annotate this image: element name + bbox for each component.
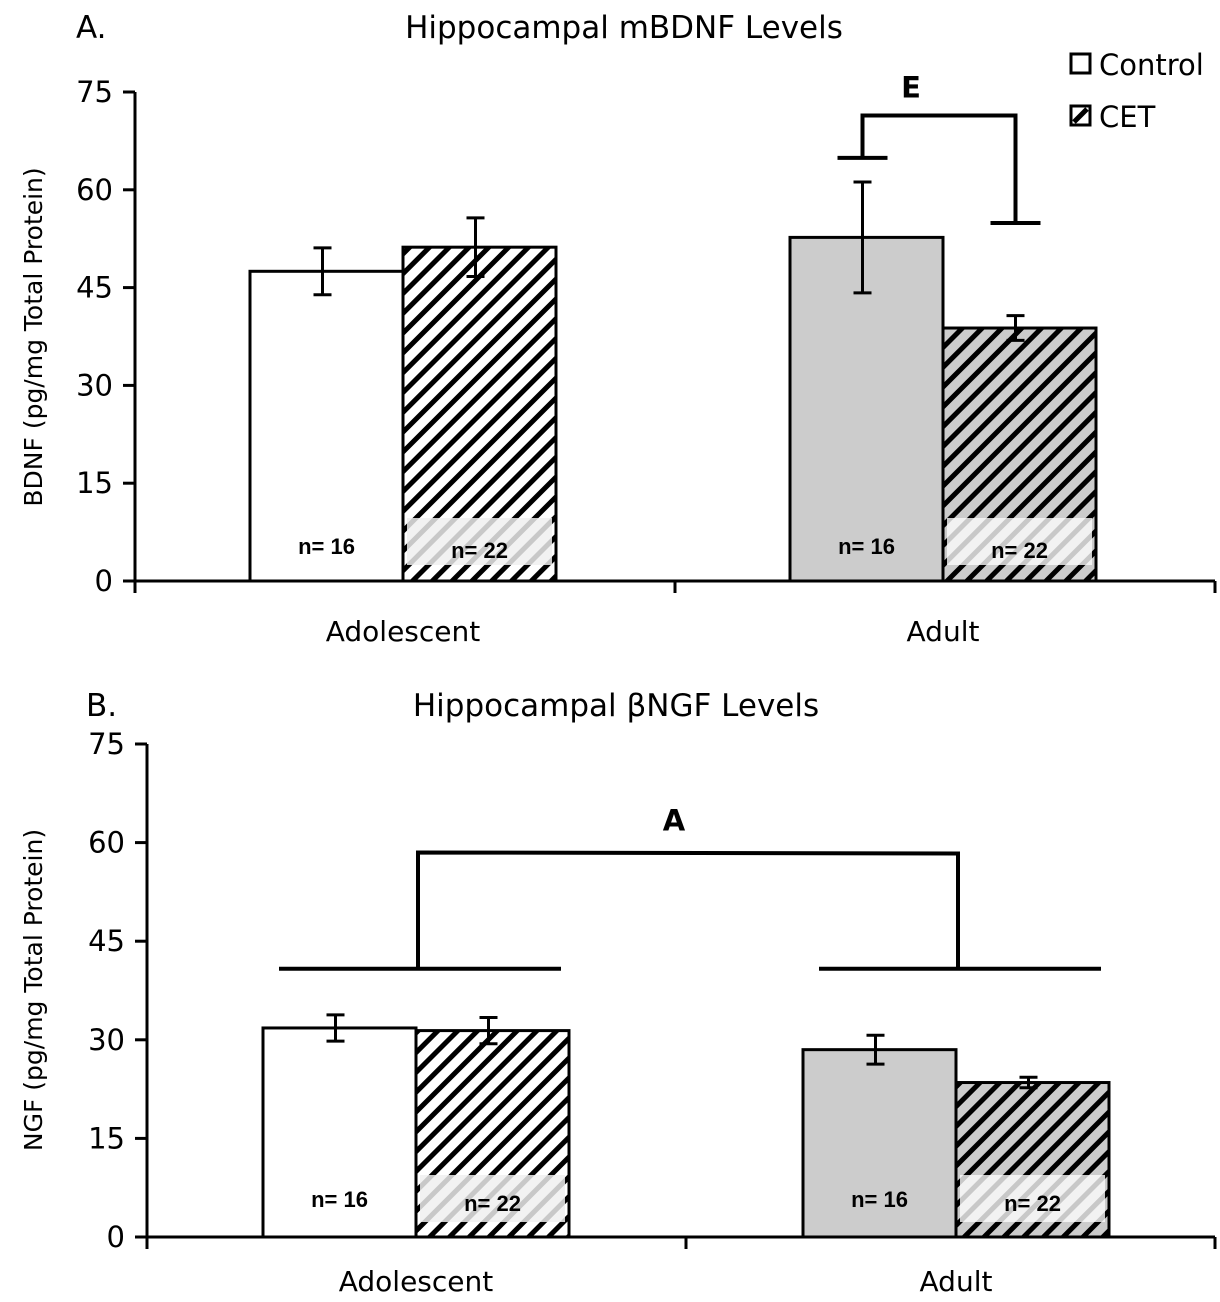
panel-a-significance: E bbox=[837, 70, 1041, 226]
n-label: n= 16 bbox=[311, 1187, 368, 1212]
y-tick-label: 75 bbox=[76, 75, 113, 109]
panel-a-y-ticks: 0 15 30 45 60 75 bbox=[76, 75, 135, 598]
n-label-band bbox=[947, 518, 1092, 565]
panel-a-chart: A. Hippocampal mBDNF Levels BDNF (pg/mg … bbox=[19, 10, 1217, 648]
panel-b-chart: B. Hippocampal βNGF Levels NGF (pg/mg To… bbox=[19, 688, 1217, 1298]
legend-cet-hatch-mark bbox=[1072, 107, 1089, 124]
panel-a-bars: n= 16 n= 22 n= 16 n= 22 bbox=[248, 180, 1098, 583]
legend-control-label: Control bbox=[1099, 48, 1204, 82]
significance-label: A bbox=[663, 803, 686, 837]
panel-b-bars: n= 16 n= 22 n= 16 n= 22 bbox=[261, 1013, 1111, 1239]
y-tick-label: 60 bbox=[88, 826, 125, 860]
panel-a-axes: Adolescent Adult bbox=[133, 92, 1217, 648]
category-label: Adult bbox=[920, 1265, 993, 1298]
panel-b-axes: Adolescent Adult bbox=[145, 744, 1217, 1298]
panel-b-letter: B. bbox=[86, 688, 117, 724]
y-tick-label: 30 bbox=[88, 1023, 125, 1057]
panel-a-title: Hippocampal mBDNF Levels bbox=[405, 10, 843, 46]
panel-a-letter: A. bbox=[76, 10, 107, 46]
y-tick-label: 60 bbox=[76, 173, 113, 207]
category-label: Adolescent bbox=[326, 615, 481, 648]
legend: Control CET bbox=[1069, 48, 1204, 134]
category-label: Adolescent bbox=[339, 1265, 494, 1298]
legend-control-swatch bbox=[1069, 52, 1092, 75]
panel-b-title: Hippocampal βNGF Levels bbox=[413, 688, 819, 724]
panel-b-y-axis-label: NGF (pg/mg Total Protein) bbox=[19, 829, 48, 1151]
n-label-band bbox=[420, 1175, 565, 1222]
n-label: n= 16 bbox=[838, 534, 895, 559]
n-label-band bbox=[254, 518, 399, 565]
n-label: n= 22 bbox=[451, 538, 508, 563]
y-tick-label: 45 bbox=[88, 924, 125, 958]
significance-label: E bbox=[901, 70, 921, 104]
legend-cet-label: CET bbox=[1099, 100, 1156, 134]
n-label-band bbox=[960, 1175, 1105, 1222]
panel-a-y-axis-label: BDNF (pg/mg Total Protein) bbox=[19, 167, 48, 506]
y-tick-label: 75 bbox=[88, 727, 125, 761]
n-label-band bbox=[794, 518, 939, 565]
y-tick-label: 0 bbox=[95, 564, 113, 598]
n-label: n= 22 bbox=[1004, 1191, 1061, 1216]
y-tick-label: 30 bbox=[76, 368, 113, 402]
y-tick-label: 15 bbox=[76, 466, 113, 500]
significance-bracket bbox=[860, 113, 1018, 224]
panel-b-y-ticks: 0 15 30 45 60 75 bbox=[88, 727, 147, 1254]
n-label: n= 22 bbox=[464, 1191, 521, 1216]
n-label: n= 16 bbox=[851, 1187, 908, 1212]
n-label-band bbox=[267, 1175, 412, 1222]
significance-bracket bbox=[416, 850, 960, 969]
panel-b-significance: A bbox=[279, 803, 1101, 971]
y-tick-label: 0 bbox=[107, 1220, 125, 1254]
y-tick-label: 45 bbox=[76, 271, 113, 305]
category-label: Adult bbox=[907, 615, 980, 648]
n-label: n= 16 bbox=[298, 534, 355, 559]
n-label: n= 22 bbox=[991, 538, 1048, 563]
n-label-band bbox=[407, 518, 552, 565]
n-label-band bbox=[807, 1175, 952, 1222]
y-tick-label: 15 bbox=[88, 1121, 125, 1155]
